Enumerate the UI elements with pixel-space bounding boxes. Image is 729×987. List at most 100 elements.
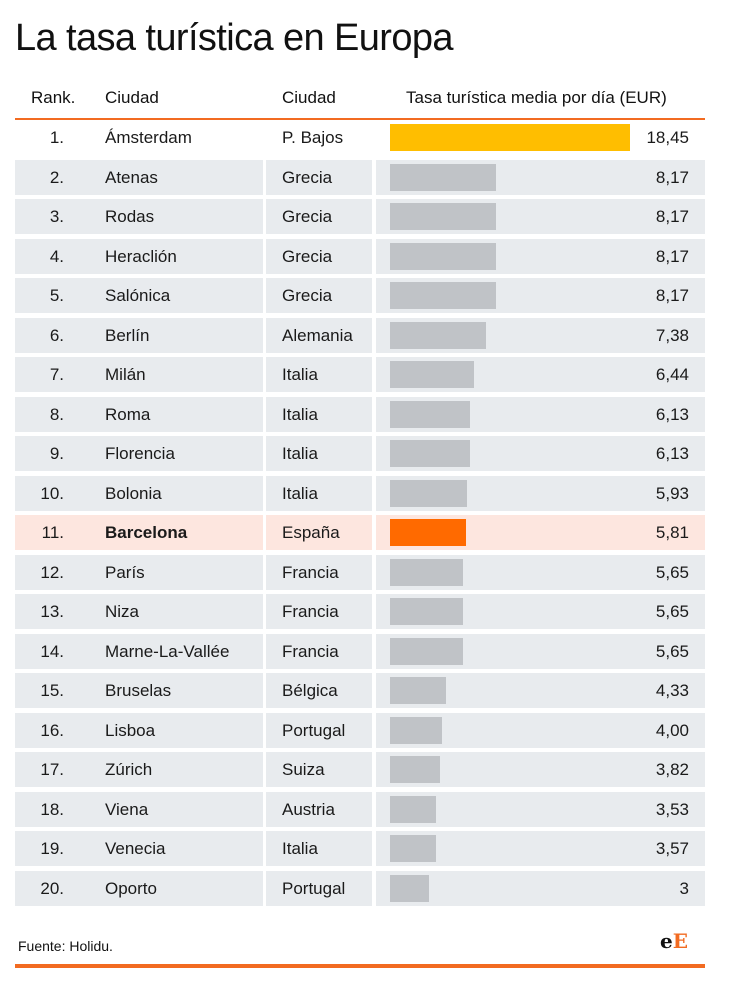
row-background (15, 357, 263, 392)
city-label: Florencia (105, 444, 175, 463)
table-row: 10. Bolonia Italia 5,93 (15, 475, 705, 511)
row-background (15, 436, 263, 471)
city-label: Zúrich (105, 760, 153, 779)
value-label: 3,53 (655, 799, 689, 819)
rank-label: 12. (40, 562, 64, 582)
country-label: Italia (282, 483, 318, 503)
country-label: Francia (282, 562, 339, 582)
row-background (15, 159, 263, 195)
bar (390, 716, 443, 744)
table-row: 7. Milán Italia 6,44 (15, 357, 705, 392)
city-label: Bolonia (105, 483, 162, 503)
bar (390, 874, 430, 902)
bar (390, 519, 466, 546)
row-background (15, 673, 263, 708)
table-row: 13. Niza Francia 5,65 (15, 594, 705, 629)
bar (390, 558, 464, 586)
value-label: 4,00 (655, 720, 689, 740)
bar (390, 637, 464, 665)
table-row: 20. Oporto Portugal 3 (15, 870, 705, 906)
bar (390, 835, 437, 862)
row-background (266, 554, 372, 590)
row-background (15, 278, 263, 313)
country-label: Italia (282, 839, 318, 858)
row-background (266, 159, 372, 195)
bar (390, 203, 497, 230)
rank-label: 2. (49, 167, 64, 187)
city-label: Roma (105, 404, 151, 424)
table-row: 1. Ámsterdam P. Bajos 18,45 (15, 120, 705, 155)
row-background (266, 278, 372, 313)
row-background (266, 357, 372, 392)
rank-label: 10. (40, 483, 64, 503)
row-background (15, 831, 263, 866)
row-background (376, 870, 705, 906)
value-label: 3,57 (655, 839, 689, 858)
value-label: 8,17 (655, 286, 689, 305)
city-label: Venecia (105, 839, 166, 858)
bar (390, 400, 470, 428)
table-row: 18. Viena Austria 3,53 (15, 791, 705, 827)
rank-label: 3. (49, 207, 64, 226)
header-rank: Rank. (31, 88, 76, 107)
value-label: 7,38 (655, 325, 689, 345)
row-background (266, 199, 372, 234)
row-background (15, 317, 263, 353)
city-label: Barcelona (105, 523, 188, 542)
bar (390, 242, 497, 270)
bar (390, 440, 470, 467)
bar (390, 282, 497, 309)
row-background (15, 515, 263, 550)
table-row: 6. Berlín Alemania 7,38 (15, 317, 705, 353)
header-divider (15, 118, 705, 120)
row-background (266, 317, 372, 353)
bar (390, 163, 497, 191)
table-row: 4. Heraclión Grecia 8,17 (15, 238, 705, 274)
country-label: Grecia (282, 167, 333, 187)
row-background (266, 712, 372, 748)
table-row: 16. Lisboa Portugal 4,00 (15, 712, 705, 748)
value-label: 6,13 (655, 444, 689, 463)
row-background (15, 712, 263, 748)
header-country: Ciudad (282, 88, 336, 107)
bar (390, 321, 486, 349)
row-background (266, 475, 372, 511)
bar (390, 756, 440, 783)
row-background (15, 791, 263, 827)
row-background (15, 870, 263, 906)
city-label: Ámsterdam (105, 128, 192, 147)
row-background (266, 594, 372, 629)
table-row: 11. Barcelona España 5,81 (15, 515, 705, 550)
value-label: 8,17 (655, 167, 689, 187)
rank-label: 17. (40, 760, 64, 779)
country-label: Bélgica (282, 681, 338, 700)
value-label: 5,65 (655, 641, 689, 661)
city-label: Marne-La-Vallée (105, 641, 230, 661)
row-background (15, 199, 263, 234)
country-label: Portugal (282, 720, 346, 740)
table-row: 19. Venecia Italia 3,57 (15, 831, 705, 866)
value-label: 5,81 (655, 523, 689, 542)
country-label: Francia (282, 641, 339, 661)
country-label: Suiza (282, 760, 325, 779)
row-background (15, 633, 263, 669)
rank-label: 15. (40, 681, 64, 700)
table-row: 2. Atenas Grecia 8,17 (15, 159, 705, 195)
bar (390, 361, 474, 388)
chart-title: La tasa turística en Europa (15, 17, 454, 59)
value-label: 3 (679, 878, 689, 898)
logo-letter-e: e (660, 929, 673, 953)
table-row: 15. Bruselas Bélgica 4,33 (15, 673, 705, 708)
row-background (266, 752, 372, 787)
table-row: 8. Roma Italia 6,13 (15, 396, 705, 432)
rank-label: 1. (49, 128, 64, 147)
bar (390, 795, 436, 823)
country-label: Italia (282, 404, 318, 424)
row-background (15, 752, 263, 787)
city-label: Berlín (105, 325, 150, 345)
row-background (266, 791, 372, 827)
bar (390, 479, 468, 507)
country-label: Grecia (282, 246, 333, 266)
table-row: 12. París Francia 5,65 (15, 554, 705, 590)
country-label: España (282, 523, 340, 542)
